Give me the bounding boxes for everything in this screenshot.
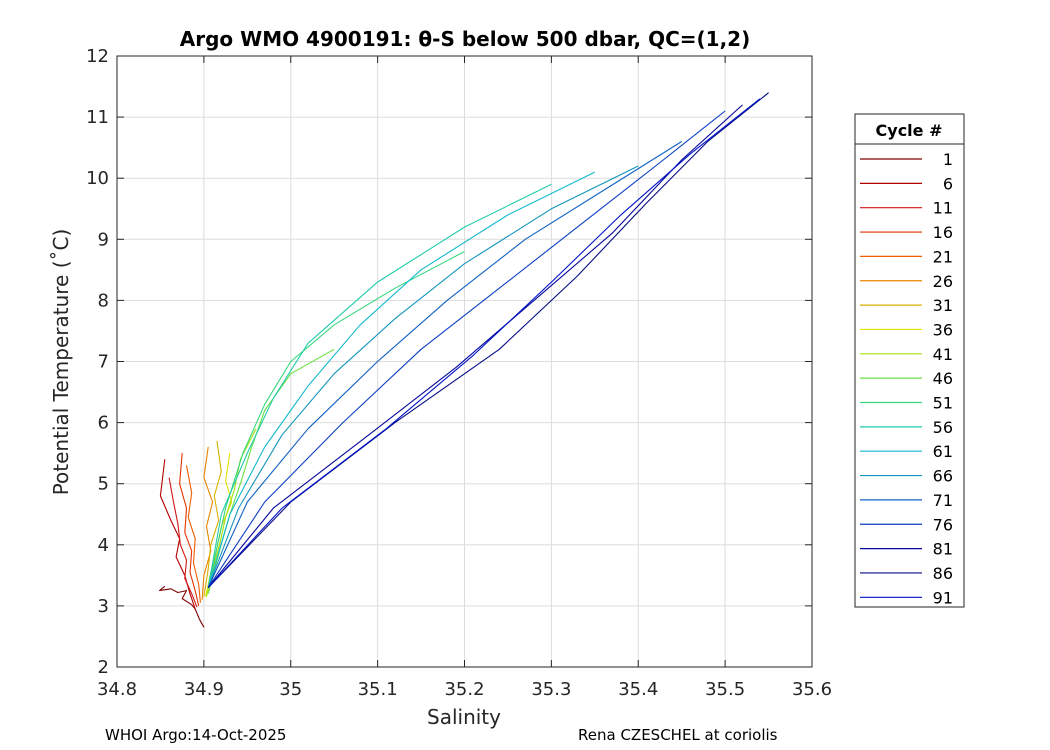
y-tick-label: 5 [98, 474, 109, 495]
series-line-cycle-66 [207, 165, 639, 588]
y-tick-label: 4 [98, 535, 109, 556]
y-tick-label: 12 [86, 46, 109, 67]
y-tick-label: 6 [98, 413, 109, 434]
series-line-cycle-76 [207, 110, 726, 588]
legend-label: 21 [933, 247, 953, 266]
y-axis-label: Potential Temperature (˚C) [49, 229, 73, 496]
series-line-cycle-6 [159, 459, 196, 610]
legend-label: 86 [933, 564, 953, 583]
legend-label: 71 [933, 491, 953, 510]
legend-label: 1 [943, 150, 953, 169]
series-line-cycle-26 [201, 446, 214, 600]
x-axis-label: Salinity [427, 705, 501, 729]
footer-left: WHOI Argo:14-Oct-2025 [105, 726, 286, 744]
legend-label: 46 [933, 369, 953, 388]
x-tick-label: 35.5 [705, 679, 745, 700]
legend: Cycle # 16111621263136414651566166717681… [854, 113, 965, 608]
y-tick-label: 9 [98, 229, 109, 250]
chart-title: Argo WMO 4900191: θ-S below 500 dbar, QC… [180, 27, 750, 51]
y-tick-label: 2 [98, 657, 109, 678]
series-line-cycle-16 [179, 453, 200, 607]
series-line-cycle-1 [159, 585, 205, 628]
y-tick-label: 11 [86, 107, 109, 128]
legend-label: 36 [933, 320, 953, 339]
series-line-cycle-21 [185, 465, 201, 603]
axis-ticks: 34.8 34.9 35 35.1 35.2 35.3 35.4 35.5 35.6 2 3 4 5 6 7… [86, 46, 832, 700]
legend-label: 16 [933, 223, 953, 242]
legend-title: Cycle # [876, 121, 943, 140]
series-line-cycle-31 [203, 440, 222, 597]
legend-label: 91 [933, 588, 953, 607]
series-line-cycle-11 [168, 477, 198, 608]
series-line-cycle-91 [207, 98, 761, 588]
y-tick-label: 10 [86, 168, 109, 189]
legend-label: 31 [933, 296, 953, 315]
legend-label: 51 [933, 394, 953, 413]
legend-label: 56 [933, 418, 953, 437]
x-tick-label: 35.2 [444, 679, 484, 700]
y-tick-label: 8 [98, 290, 109, 311]
legend-label: 26 [933, 272, 953, 291]
legend-label: 11 [933, 199, 953, 218]
y-tick-label: 7 [98, 352, 109, 373]
x-tick-label: 35.4 [618, 679, 658, 700]
series-line-cycle-71 [207, 141, 682, 588]
x-tick-label: 35.1 [358, 679, 398, 700]
legend-label: 81 [933, 540, 953, 559]
legend-label: 66 [933, 467, 953, 486]
x-tick-label: 35.6 [792, 679, 832, 700]
series-lines [159, 92, 769, 628]
series-line-cycle-61 [207, 171, 596, 588]
series-line-cycle-56 [207, 183, 552, 588]
legend-label: 76 [933, 515, 953, 534]
x-tick-label: 34.9 [184, 679, 224, 700]
legend-label: 6 [943, 174, 953, 193]
x-tick-label: 35 [279, 679, 302, 700]
series-line-cycle-51 [207, 251, 465, 588]
x-tick-label: 34.8 [97, 679, 137, 700]
legend-label: 61 [933, 442, 953, 461]
x-tick-label: 35.3 [531, 679, 571, 700]
y-tick-label: 3 [98, 596, 109, 617]
footer-right: Rena CZESCHEL at coriolis [578, 726, 778, 744]
legend-label: 41 [933, 345, 953, 364]
